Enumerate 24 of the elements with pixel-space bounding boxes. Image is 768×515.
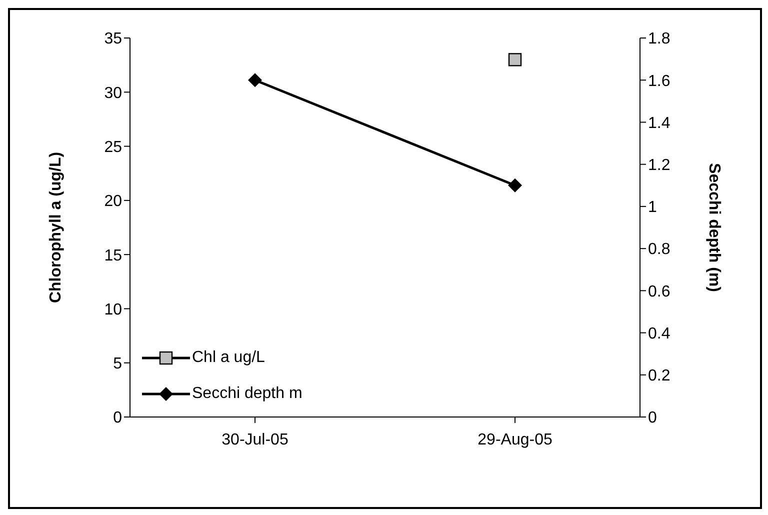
y2-tick-label: 0.6 (648, 283, 670, 300)
y2-axis-title: Secchi depth (m) (705, 163, 722, 292)
y-tick-label: 10 (104, 301, 122, 318)
y2-tick-label: 0 (648, 410, 657, 427)
y2-tick-label: 0.2 (648, 368, 670, 385)
y-tick-label: 5 (113, 356, 122, 373)
y-tick-label: 35 (104, 30, 122, 48)
y-tick-label: 30 (104, 84, 122, 102)
y-tick-label: 0 (113, 410, 122, 427)
y2-tick-label: 0.8 (648, 241, 670, 258)
y-axis-title: Chlorophyll a (ug/L) (48, 152, 65, 304)
y2-tick-label: 0.4 (648, 325, 670, 342)
x-tick-label: 30-Jul-05 (222, 431, 288, 448)
x-tick-label: 29-Aug-05 (478, 431, 552, 448)
y-tick-label: 15 (104, 247, 122, 264)
y2-tick-label: 1 (648, 199, 657, 216)
y-tick-label: 25 (104, 138, 122, 156)
y2-tick-label: 1.6 (648, 72, 670, 90)
y2-tick-label: 1.2 (648, 157, 670, 174)
y-tick-label: 20 (104, 193, 122, 210)
legend-label: Chl a ug/L (192, 349, 265, 367)
y2-tick-label: 1.4 (648, 114, 670, 132)
y2-tick-label: 1.8 (648, 30, 670, 48)
legend-label: Secchi depth m (192, 385, 302, 403)
